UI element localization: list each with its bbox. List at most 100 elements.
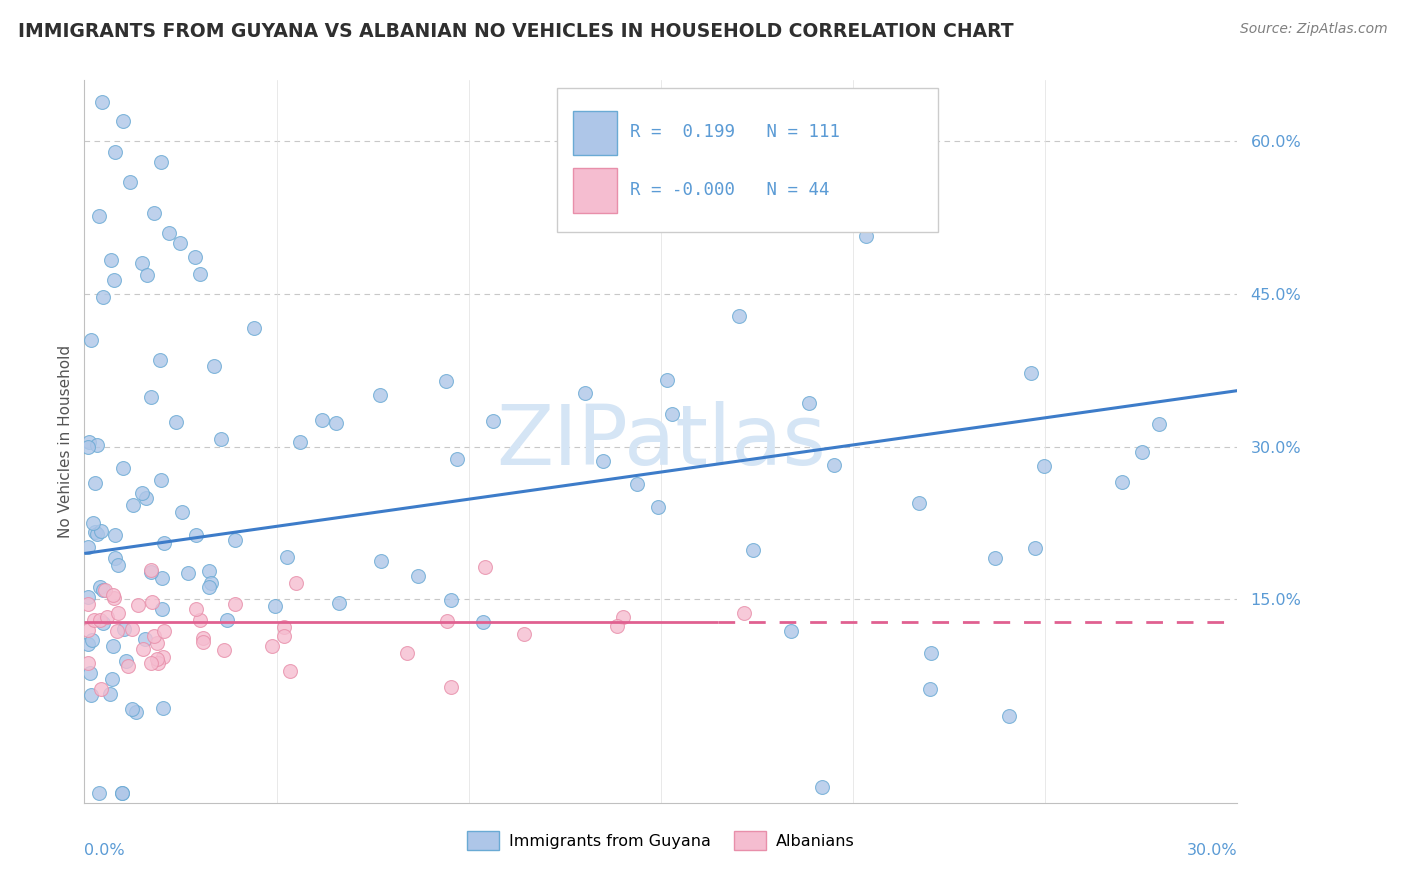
Point <box>80 333 103 347</box>
Point <box>311 413 333 427</box>
Point <box>644 94 666 108</box>
Point <box>121 622 143 636</box>
Point <box>439 680 461 694</box>
Point <box>328 596 350 610</box>
Point <box>136 268 159 283</box>
Point <box>368 388 391 402</box>
Point <box>193 634 215 648</box>
Point <box>288 434 311 449</box>
Point <box>131 256 153 270</box>
Point <box>482 414 505 428</box>
Point <box>141 391 163 405</box>
Point <box>810 780 832 794</box>
Point <box>742 543 765 558</box>
Point <box>200 575 222 590</box>
Point <box>100 252 122 267</box>
Point <box>98 687 121 701</box>
Point <box>104 551 127 566</box>
Point <box>122 498 145 512</box>
Point <box>80 689 103 703</box>
Point <box>436 614 458 628</box>
Point <box>647 500 669 514</box>
Point <box>263 599 285 614</box>
Point <box>1130 445 1153 459</box>
Point <box>120 175 142 189</box>
Point <box>131 486 153 500</box>
Point <box>217 613 239 627</box>
Point <box>96 610 118 624</box>
Point <box>273 629 295 643</box>
Point <box>84 524 107 539</box>
Point <box>117 659 139 673</box>
Text: 30.0%: 30.0% <box>1187 843 1237 857</box>
Point <box>83 613 105 627</box>
Point <box>574 386 596 401</box>
Point <box>780 624 803 638</box>
Point <box>150 473 173 487</box>
Point <box>224 597 246 611</box>
Point <box>142 205 165 219</box>
Point <box>146 652 169 666</box>
Text: IMMIGRANTS FROM GUYANA VS ALBANIAN NO VEHICLES IN HOUSEHOLD CORRELATION CHART: IMMIGRANTS FROM GUYANA VS ALBANIAN NO VE… <box>18 22 1014 41</box>
Point <box>188 613 211 627</box>
Point <box>149 353 172 368</box>
Point <box>104 145 127 159</box>
Point <box>918 682 941 697</box>
Point <box>273 620 295 634</box>
FancyBboxPatch shape <box>574 169 617 212</box>
Point <box>260 639 283 653</box>
Point <box>325 416 347 430</box>
Point <box>146 636 169 650</box>
Point <box>1147 417 1170 431</box>
Point <box>446 451 468 466</box>
Point <box>143 629 166 643</box>
Point <box>87 786 110 800</box>
Point <box>107 558 129 573</box>
Point <box>111 786 134 800</box>
Point <box>198 580 221 594</box>
Point <box>87 209 110 223</box>
Point <box>370 554 392 568</box>
Point <box>153 624 176 638</box>
Point <box>727 310 749 324</box>
Point <box>408 568 430 582</box>
Point <box>101 588 124 602</box>
Point <box>111 114 134 128</box>
Point <box>103 273 125 287</box>
Point <box>141 595 163 609</box>
Point <box>111 460 134 475</box>
Text: R = -0.000   N = 44: R = -0.000 N = 44 <box>630 181 830 199</box>
Point <box>89 613 111 627</box>
Point <box>139 657 162 671</box>
Point <box>77 440 100 454</box>
FancyBboxPatch shape <box>574 111 617 154</box>
Point <box>79 434 101 449</box>
Point <box>86 438 108 452</box>
Point <box>733 606 755 620</box>
Point <box>1111 475 1133 490</box>
Point <box>90 524 112 538</box>
Point <box>984 550 1007 565</box>
Text: Source: ZipAtlas.com: Source: ZipAtlas.com <box>1240 22 1388 37</box>
Point <box>111 786 134 800</box>
Point <box>191 632 214 646</box>
Point <box>91 582 114 597</box>
Point <box>626 477 648 491</box>
Point <box>1024 541 1046 555</box>
Point <box>276 549 298 564</box>
Point <box>434 375 457 389</box>
Point <box>606 619 628 633</box>
Point <box>105 624 128 638</box>
Point <box>91 290 114 304</box>
Point <box>94 583 117 598</box>
Point <box>612 609 634 624</box>
FancyBboxPatch shape <box>557 87 938 232</box>
Point <box>661 407 683 421</box>
Point <box>139 565 162 579</box>
Point <box>91 616 114 631</box>
Point <box>125 705 148 719</box>
Point <box>152 650 174 665</box>
Point <box>285 575 308 590</box>
Point <box>184 601 207 615</box>
Point <box>115 654 138 668</box>
